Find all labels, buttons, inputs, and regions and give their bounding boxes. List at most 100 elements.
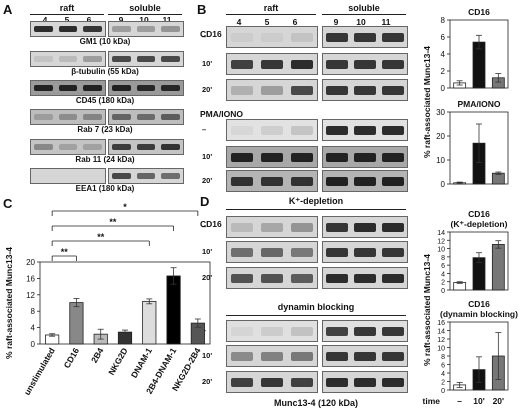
western-blot-strip <box>226 216 318 238</box>
blot-band <box>83 113 103 121</box>
chart-title: CD16 <box>468 209 490 219</box>
blot-band <box>33 25 53 33</box>
y-tick-label: 6 <box>441 363 445 370</box>
panel-b-label: B <box>197 2 207 17</box>
chart-ylabel: % raft-associated Munc13-4 <box>422 254 432 366</box>
y-tick-label: 20 <box>26 258 35 267</box>
y-tick-label: 2 <box>441 380 445 387</box>
y-tick-label: 12 <box>437 238 445 245</box>
western-blot-strip <box>226 345 318 367</box>
panel-b-lane: 11 <box>381 17 391 27</box>
panel-a-lane: 4 <box>42 15 48 25</box>
panel-b-soluble-header: soluble <box>348 3 380 13</box>
bar <box>166 275 181 345</box>
y-tick-label: 8 <box>31 307 36 316</box>
y-tick-label: 0 <box>441 288 445 295</box>
blot-band <box>382 176 404 186</box>
panel-d-dyn-title: dynamin blocking <box>277 302 355 312</box>
blot-band <box>58 84 78 92</box>
blot-band <box>382 222 404 232</box>
y-tick-label: 4 <box>441 371 445 378</box>
x-category-label: unstimulated <box>22 346 57 397</box>
blot-band <box>260 273 284 283</box>
western-blot-strip <box>322 170 408 192</box>
blot-band <box>290 125 314 135</box>
blot-band <box>354 85 376 95</box>
y-tick-label: 12 <box>437 337 445 344</box>
panel-a-blot-caption: EEA1 (180 kDa) <box>75 184 135 193</box>
blot-band <box>290 273 314 283</box>
blot-band <box>230 351 254 361</box>
blot-band <box>382 152 404 162</box>
western-blot-strip <box>226 146 318 168</box>
blot-band <box>136 84 156 92</box>
y-tick-label: 6 <box>441 263 445 270</box>
blot-band <box>161 84 181 92</box>
y-tick-label: 10 <box>436 156 445 165</box>
western-blot-strip <box>108 21 184 37</box>
y-tick-label: 0 <box>441 180 446 189</box>
y-tick-label: 8 <box>441 16 446 25</box>
blot-band <box>230 326 254 336</box>
western-blot-strip <box>108 109 184 125</box>
blot-band <box>354 377 376 387</box>
blot-band <box>136 113 156 121</box>
panel-b-row-label: 10' <box>202 59 213 68</box>
blot-band <box>290 32 314 42</box>
blot-band <box>33 143 53 151</box>
panel-d-row-label: 10' <box>202 247 213 256</box>
western-blot-strip <box>108 139 184 155</box>
western-blot-strip <box>108 51 184 67</box>
blot-band <box>111 143 131 151</box>
blot-band <box>33 113 53 121</box>
western-blot-strip <box>108 168 184 184</box>
panel-b-cd16-label: CD16 <box>200 29 222 39</box>
time-axis-tick: – <box>457 396 462 406</box>
western-blot-strip <box>322 146 408 168</box>
blot-band <box>58 113 78 121</box>
y-tick-label: 4 <box>441 271 445 278</box>
blot-band <box>230 152 254 162</box>
panel-a-blot-caption: Rab 7 (23 kDa) <box>77 125 133 134</box>
panel-d-label: D <box>200 194 210 209</box>
western-blot-strip <box>30 139 106 155</box>
panel-d-row-label: 20' <box>202 377 213 386</box>
significance-marker: ** <box>61 247 69 257</box>
blot-band <box>260 125 284 135</box>
blot-band <box>354 222 376 232</box>
blot-band <box>382 85 404 95</box>
blot-band <box>354 326 376 336</box>
western-blot-strip <box>322 241 408 263</box>
blot-band <box>230 222 254 232</box>
western-blot-strip <box>322 53 408 75</box>
blot-band <box>33 84 53 92</box>
x-category-label: CD16 <box>62 346 82 370</box>
blot-band <box>230 59 254 69</box>
western-blot-strip <box>30 168 106 184</box>
panel-b-row-label: 20' <box>202 176 213 185</box>
blot-band <box>354 125 376 135</box>
blot-band <box>354 59 376 69</box>
blot-band <box>382 326 404 336</box>
blot-band <box>83 55 103 63</box>
blot-band <box>326 326 348 336</box>
x-category-label: 2B4 <box>89 346 106 365</box>
blot-band <box>58 55 78 63</box>
panel-a-blot-caption: CD45 (180 kDa) <box>75 96 135 105</box>
panel-a-blot-caption: Rab 11 (24 kDa) <box>75 155 135 164</box>
western-blot-strip <box>226 53 318 75</box>
panel-d-row-label: 10' <box>202 351 213 360</box>
panel-d-cd16-label: CD16 <box>200 219 222 229</box>
blot-band <box>260 59 284 69</box>
blot-band <box>326 59 348 69</box>
blot-band <box>136 172 156 180</box>
time-axis-label: time <box>423 396 441 406</box>
blot-band <box>326 152 348 162</box>
blot-band <box>260 222 284 232</box>
blot-band <box>58 143 78 151</box>
x-category-label: NKG2D <box>106 346 130 377</box>
blot-band <box>326 176 348 186</box>
chart-ylabel: % raft-associated Munc13-4 <box>4 247 14 359</box>
chart-ylabel: % raft-associated Munc13-4 <box>422 46 432 158</box>
blot-band <box>230 125 254 135</box>
